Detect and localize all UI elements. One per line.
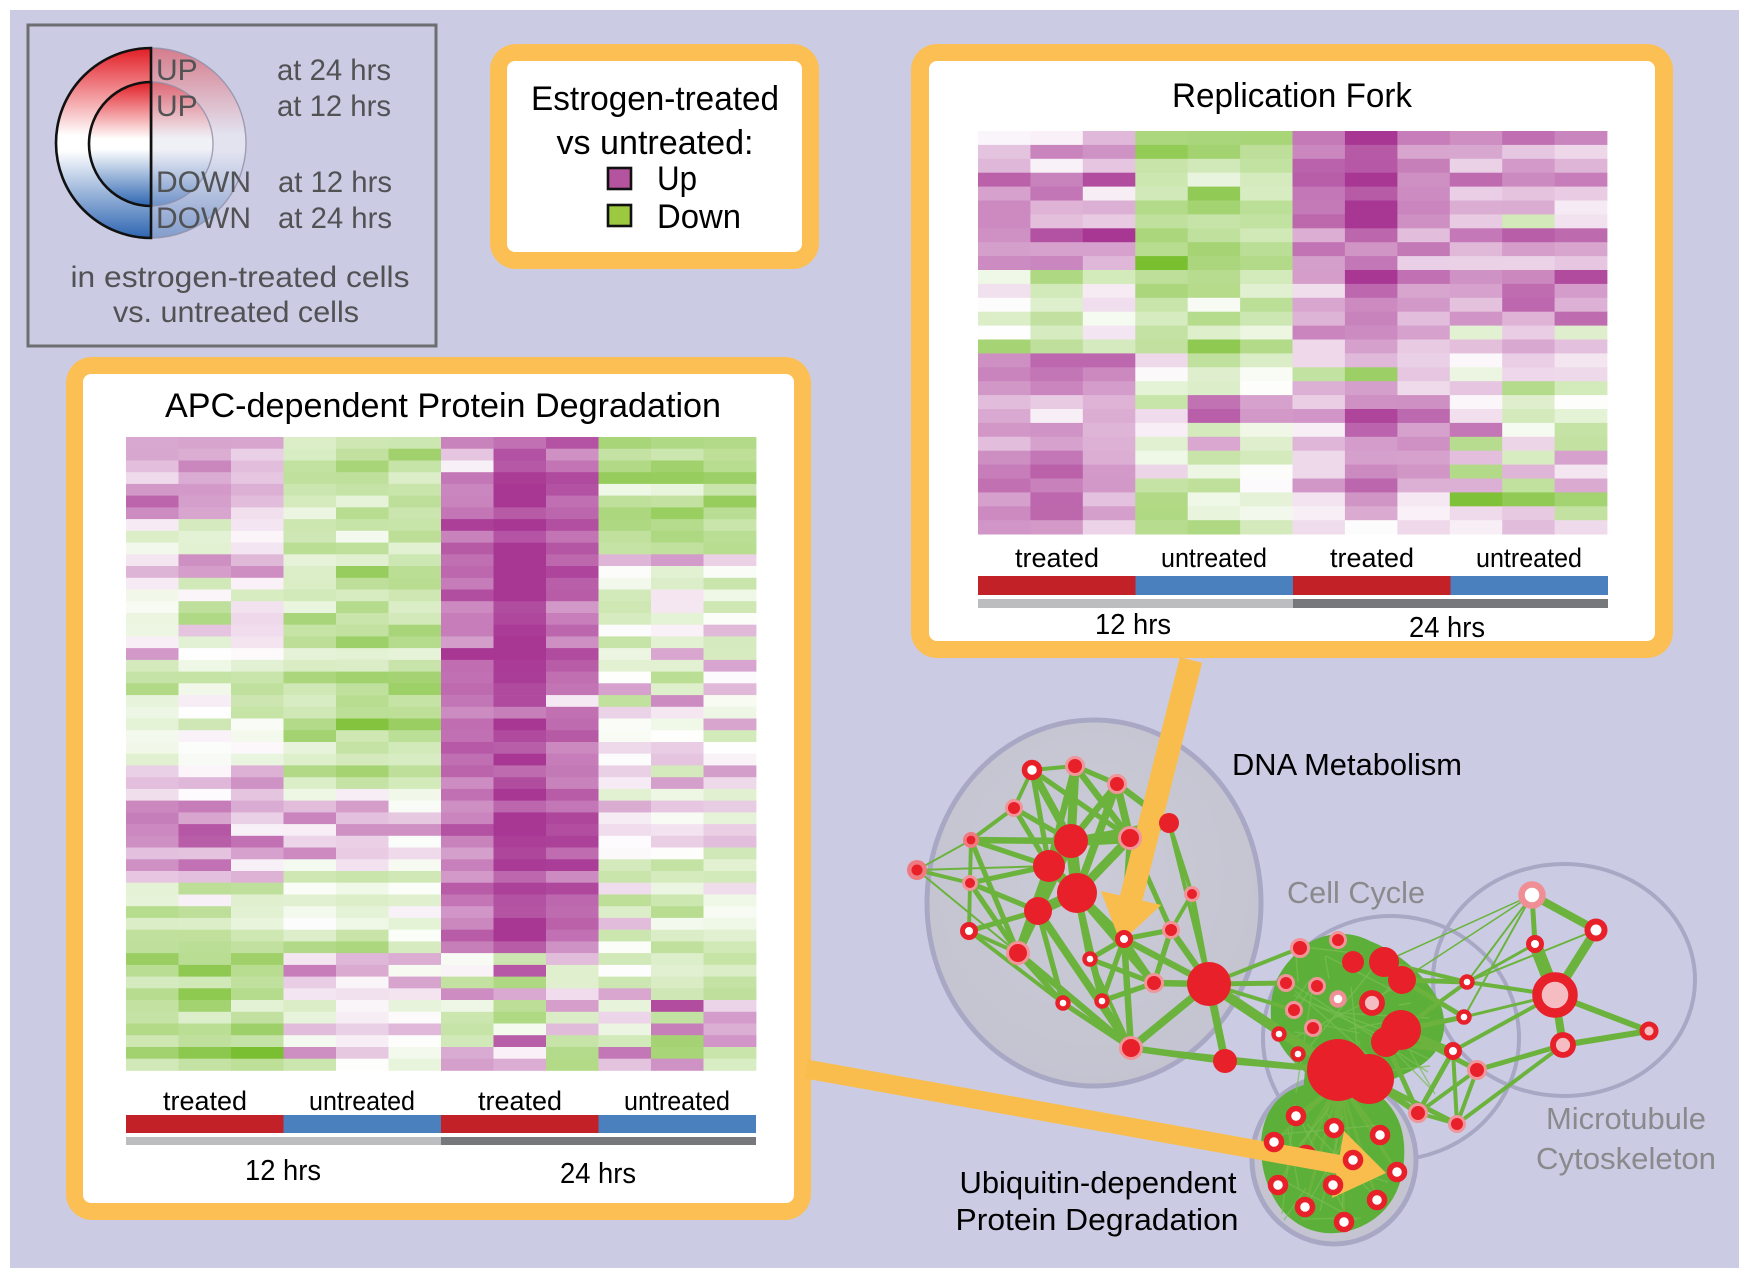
svg-text:vs untreated:: vs untreated:: [557, 124, 754, 162]
svg-text:12 hrs: 12 hrs: [1095, 609, 1171, 641]
svg-text:APC-dependent Protein Degradat: APC-dependent Protein Degradation: [165, 387, 721, 425]
svg-text:UP: UP: [156, 90, 198, 123]
svg-text:treated: treated: [1015, 543, 1099, 573]
svg-text:Microtubule: Microtubule: [1546, 1101, 1706, 1136]
svg-text:untreated: untreated: [309, 1086, 415, 1116]
svg-text:Ubiquitin-dependent: Ubiquitin-dependent: [960, 1165, 1237, 1200]
svg-text:at 12 hrs: at 12 hrs: [277, 90, 391, 123]
svg-text:treated: treated: [1330, 543, 1414, 573]
svg-text:at 24 hrs: at 24 hrs: [278, 202, 392, 235]
svg-text:at 24 hrs: at 24 hrs: [277, 54, 391, 87]
svg-text:treated: treated: [478, 1086, 562, 1116]
svg-text:treated: treated: [163, 1086, 247, 1116]
svg-text:Replication Fork: Replication Fork: [1172, 77, 1413, 115]
svg-text:DNA Metabolism: DNA Metabolism: [1232, 747, 1462, 782]
svg-text:untreated: untreated: [1161, 543, 1267, 573]
svg-text:24 hrs: 24 hrs: [1409, 612, 1485, 644]
svg-text:Cell Cycle: Cell Cycle: [1287, 875, 1425, 910]
svg-text:DOWN: DOWN: [156, 202, 251, 235]
svg-text:UP: UP: [156, 54, 198, 87]
svg-text:untreated: untreated: [624, 1086, 730, 1116]
svg-text:12 hrs: 12 hrs: [245, 1155, 321, 1187]
svg-text:in estrogen-treated cells: in estrogen-treated cells: [71, 261, 410, 294]
svg-text:DOWN: DOWN: [156, 166, 251, 199]
svg-text:Down: Down: [657, 198, 741, 236]
svg-text:untreated: untreated: [1476, 543, 1582, 573]
svg-text:vs. untreated cells: vs. untreated cells: [113, 296, 359, 329]
svg-text:Estrogen-treated: Estrogen-treated: [531, 80, 779, 118]
svg-text:Protein Degradation: Protein Degradation: [956, 1202, 1239, 1237]
svg-text:Up: Up: [657, 160, 697, 198]
svg-text:Cytoskeleton: Cytoskeleton: [1536, 1141, 1716, 1176]
svg-text:24 hrs: 24 hrs: [560, 1158, 636, 1190]
svg-text:at 12 hrs: at 12 hrs: [278, 166, 392, 199]
